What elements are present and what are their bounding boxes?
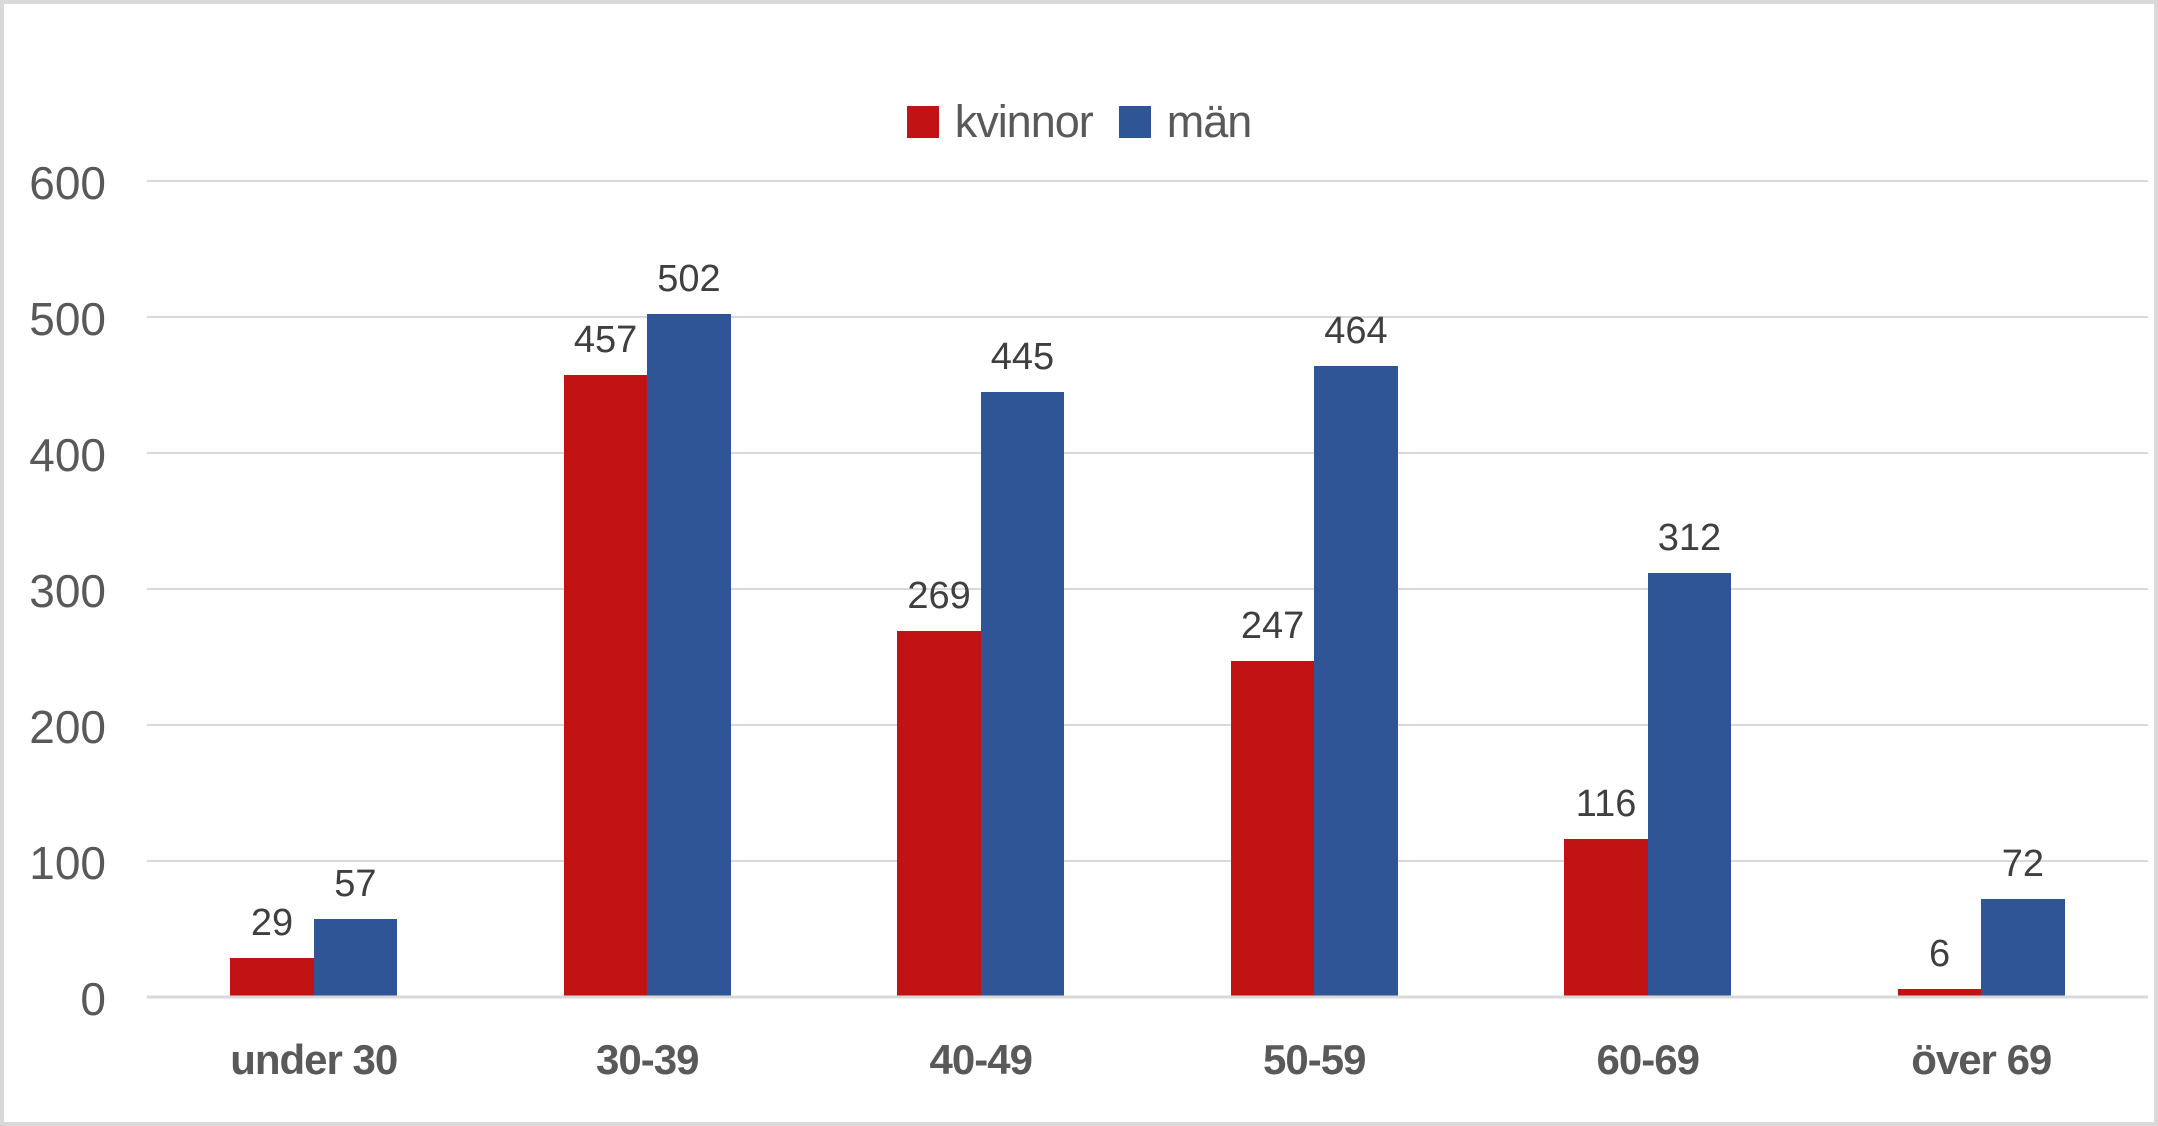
- bar-män: 445: [980, 338, 1065, 997]
- chart-legend: kvinnor män: [4, 99, 2154, 144]
- data-label: 6: [1928, 932, 1951, 975]
- x-axis-category-label: över 69: [1911, 1036, 2052, 1083]
- bar-kvinnor: 247: [1230, 607, 1315, 997]
- gridline: [147, 316, 2148, 318]
- legend-series-label: män: [1166, 96, 1253, 147]
- bar-kvinnor: 116: [1564, 785, 1648, 997]
- bar-män: 57: [313, 865, 398, 997]
- y-axis-tick-label: 600: [29, 157, 106, 209]
- x-axis-category-label: 50-59: [1263, 1036, 1366, 1083]
- bar-kvinnor: 457: [563, 321, 648, 997]
- bar-män: 72: [1981, 845, 2065, 997]
- bar-män: 502: [647, 260, 731, 997]
- y-axis-tick-label: 500: [29, 293, 106, 345]
- data-label: 312: [1657, 516, 1722, 559]
- y-axis-tick-label: 100: [29, 837, 106, 890]
- legend-series-label: kvinnor: [954, 96, 1094, 147]
- category-group: 29 57 under 30: [147, 181, 481, 1080]
- legend-item-män: män: [1118, 96, 1253, 147]
- legend-swatch-icon: [906, 105, 939, 138]
- y-axis-tick-label: 300: [29, 565, 106, 617]
- x-axis-category-label: 60-69: [1596, 1036, 1700, 1083]
- x-axis-category-label: under 30: [230, 1036, 398, 1083]
- legend-swatch-icon: [1118, 105, 1151, 138]
- data-label: 247: [1240, 605, 1305, 648]
- data-label: 72: [2001, 843, 2045, 886]
- x-axis-category-label: 40-49: [929, 1036, 1033, 1083]
- gridline: [147, 860, 2148, 863]
- gridline: [147, 588, 2148, 590]
- y-axis-tick-label: 0: [80, 973, 106, 1025]
- data-label: 457: [573, 319, 638, 362]
- data-label: 29: [250, 901, 294, 944]
- category-group: 6 72 över 69: [1815, 181, 2149, 1081]
- gridline: [147, 452, 2148, 455]
- legend-item-kvinnor: kvinnor: [906, 96, 1094, 147]
- data-label: 57: [334, 863, 377, 906]
- y-axis-tick-label: 200: [29, 701, 106, 754]
- data-label: 502: [657, 258, 721, 301]
- y-axis-tick-label: 400: [29, 429, 106, 482]
- bar-kvinnor: 29: [230, 904, 314, 997]
- gridline: [147, 180, 2148, 182]
- x-axis-category-label: 30-39: [596, 1036, 699, 1083]
- category-group: 247 464 50-59: [1148, 181, 1482, 1081]
- category-group: 457 502 30-39: [481, 181, 815, 1081]
- category-group: 269 445 40-49: [814, 181, 1148, 1081]
- bar-kvinnor: 6: [1897, 935, 1982, 997]
- bar-män: 464: [1314, 312, 1398, 997]
- data-label: 445: [990, 335, 1055, 378]
- bar-kvinnor: 269: [897, 577, 981, 997]
- category-group: 116 312 60-69: [1481, 181, 1815, 1081]
- data-label: 269: [907, 575, 971, 618]
- data-label: 116: [1575, 783, 1637, 826]
- data-label: 464: [1324, 309, 1388, 352]
- x-axis-line: [147, 995, 2148, 999]
- bar-män: 312: [1647, 519, 1732, 997]
- gridline: [147, 724, 2148, 727]
- plot-area: 0 100 200 300 400 500 600 29 57 under 30 457 502 30-…: [29, 160, 2149, 1081]
